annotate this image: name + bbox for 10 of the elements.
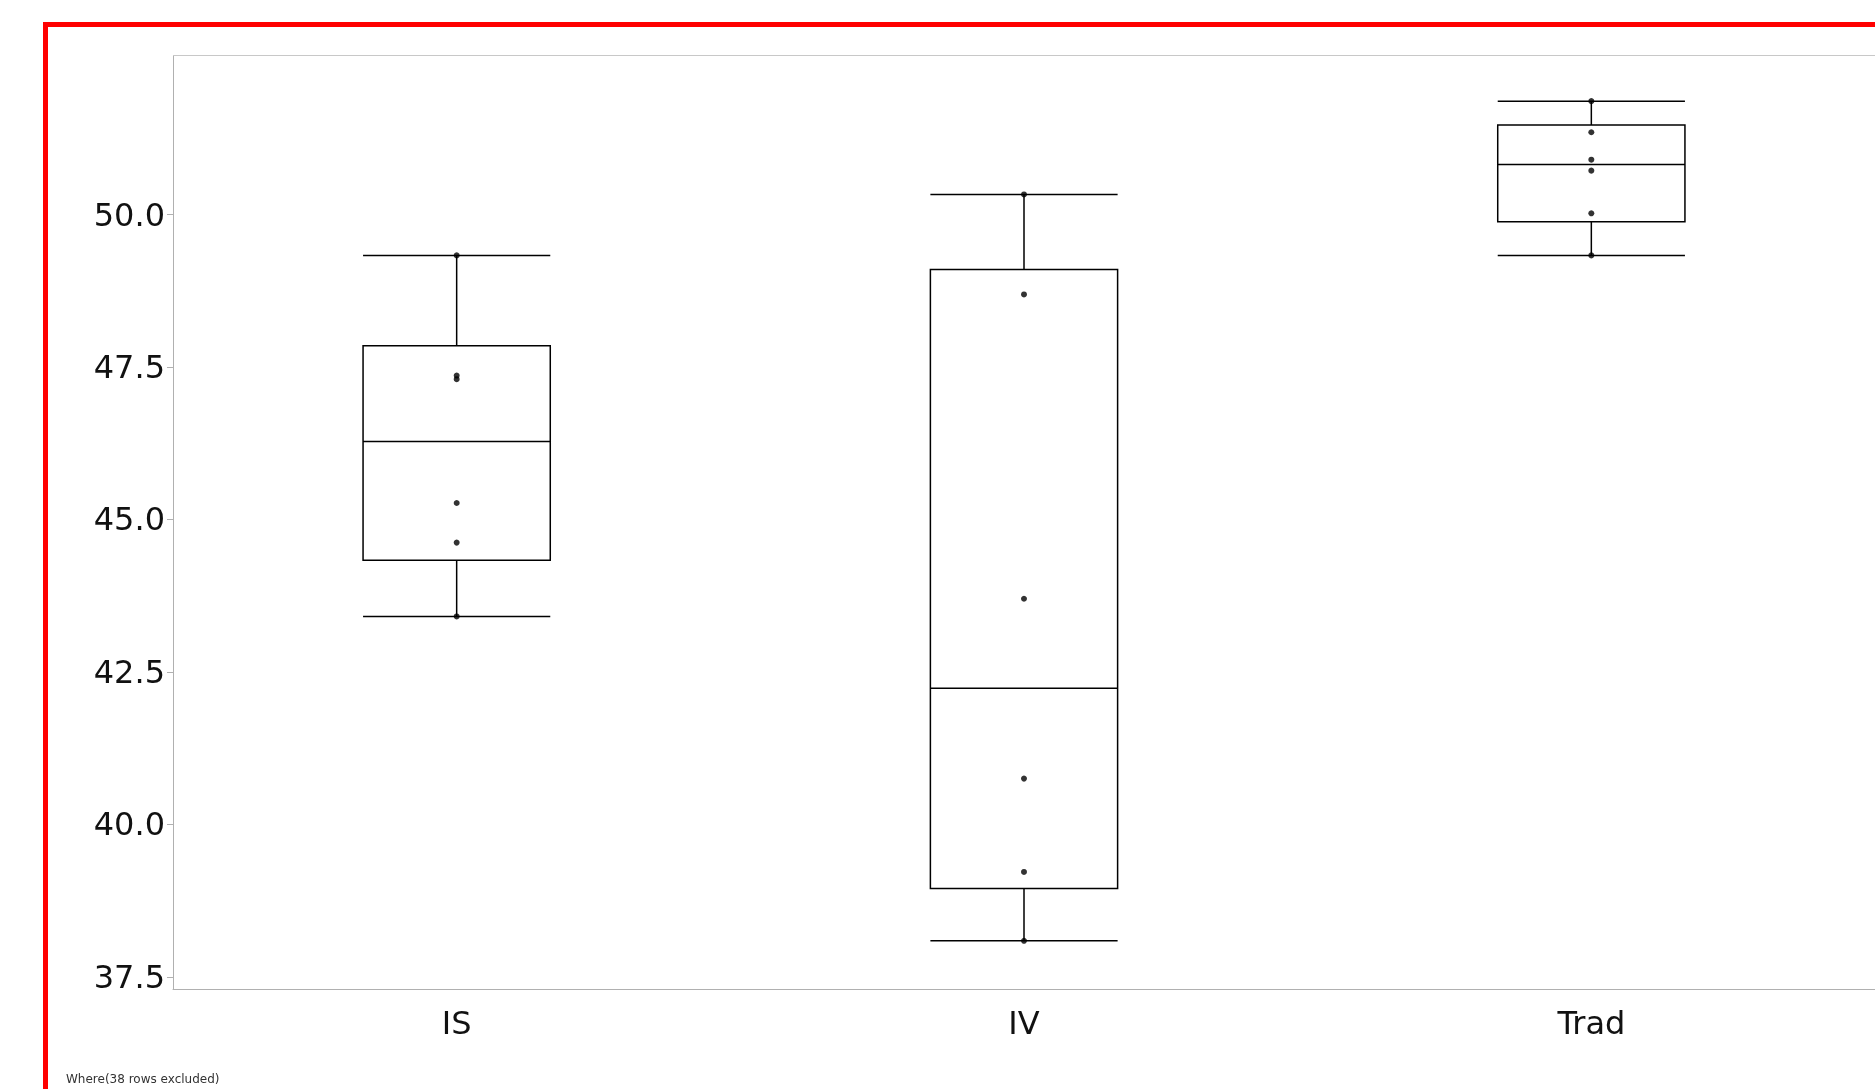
- x-tick-label: IS: [441, 1004, 472, 1042]
- y-tick-label: 37.5: [93, 957, 165, 996]
- y-tick-label: 42.5: [93, 652, 165, 691]
- x-tick-label: IV: [1008, 1004, 1040, 1042]
- y-tick-label: 45.0: [93, 500, 165, 539]
- x-tick-label: Trad: [1556, 1004, 1626, 1042]
- y-tick-label: 40.0: [93, 805, 165, 844]
- y-tick-label: 47.5: [93, 348, 165, 386]
- text: Where(38 rows excluded): [66, 1072, 220, 1086]
- y-tick-label: 50.0: [93, 195, 165, 234]
